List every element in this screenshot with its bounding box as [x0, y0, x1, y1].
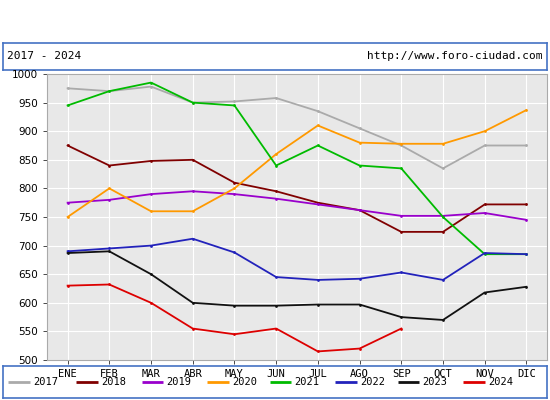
Text: http://www.foro-ciudad.com: http://www.foro-ciudad.com: [367, 51, 543, 61]
Text: 2018: 2018: [101, 377, 127, 387]
Text: 2019: 2019: [167, 377, 191, 387]
Text: Evolucion del paro registrado en La Bañeza: Evolucion del paro registrado en La Bañe…: [124, 14, 426, 28]
Text: 2021: 2021: [295, 377, 320, 387]
Text: 2024: 2024: [488, 377, 513, 387]
Text: 2022: 2022: [360, 377, 385, 387]
Text: 2023: 2023: [422, 377, 448, 387]
Text: 2017: 2017: [33, 377, 58, 387]
Text: 2017 - 2024: 2017 - 2024: [7, 51, 81, 61]
Text: 2020: 2020: [232, 377, 257, 387]
